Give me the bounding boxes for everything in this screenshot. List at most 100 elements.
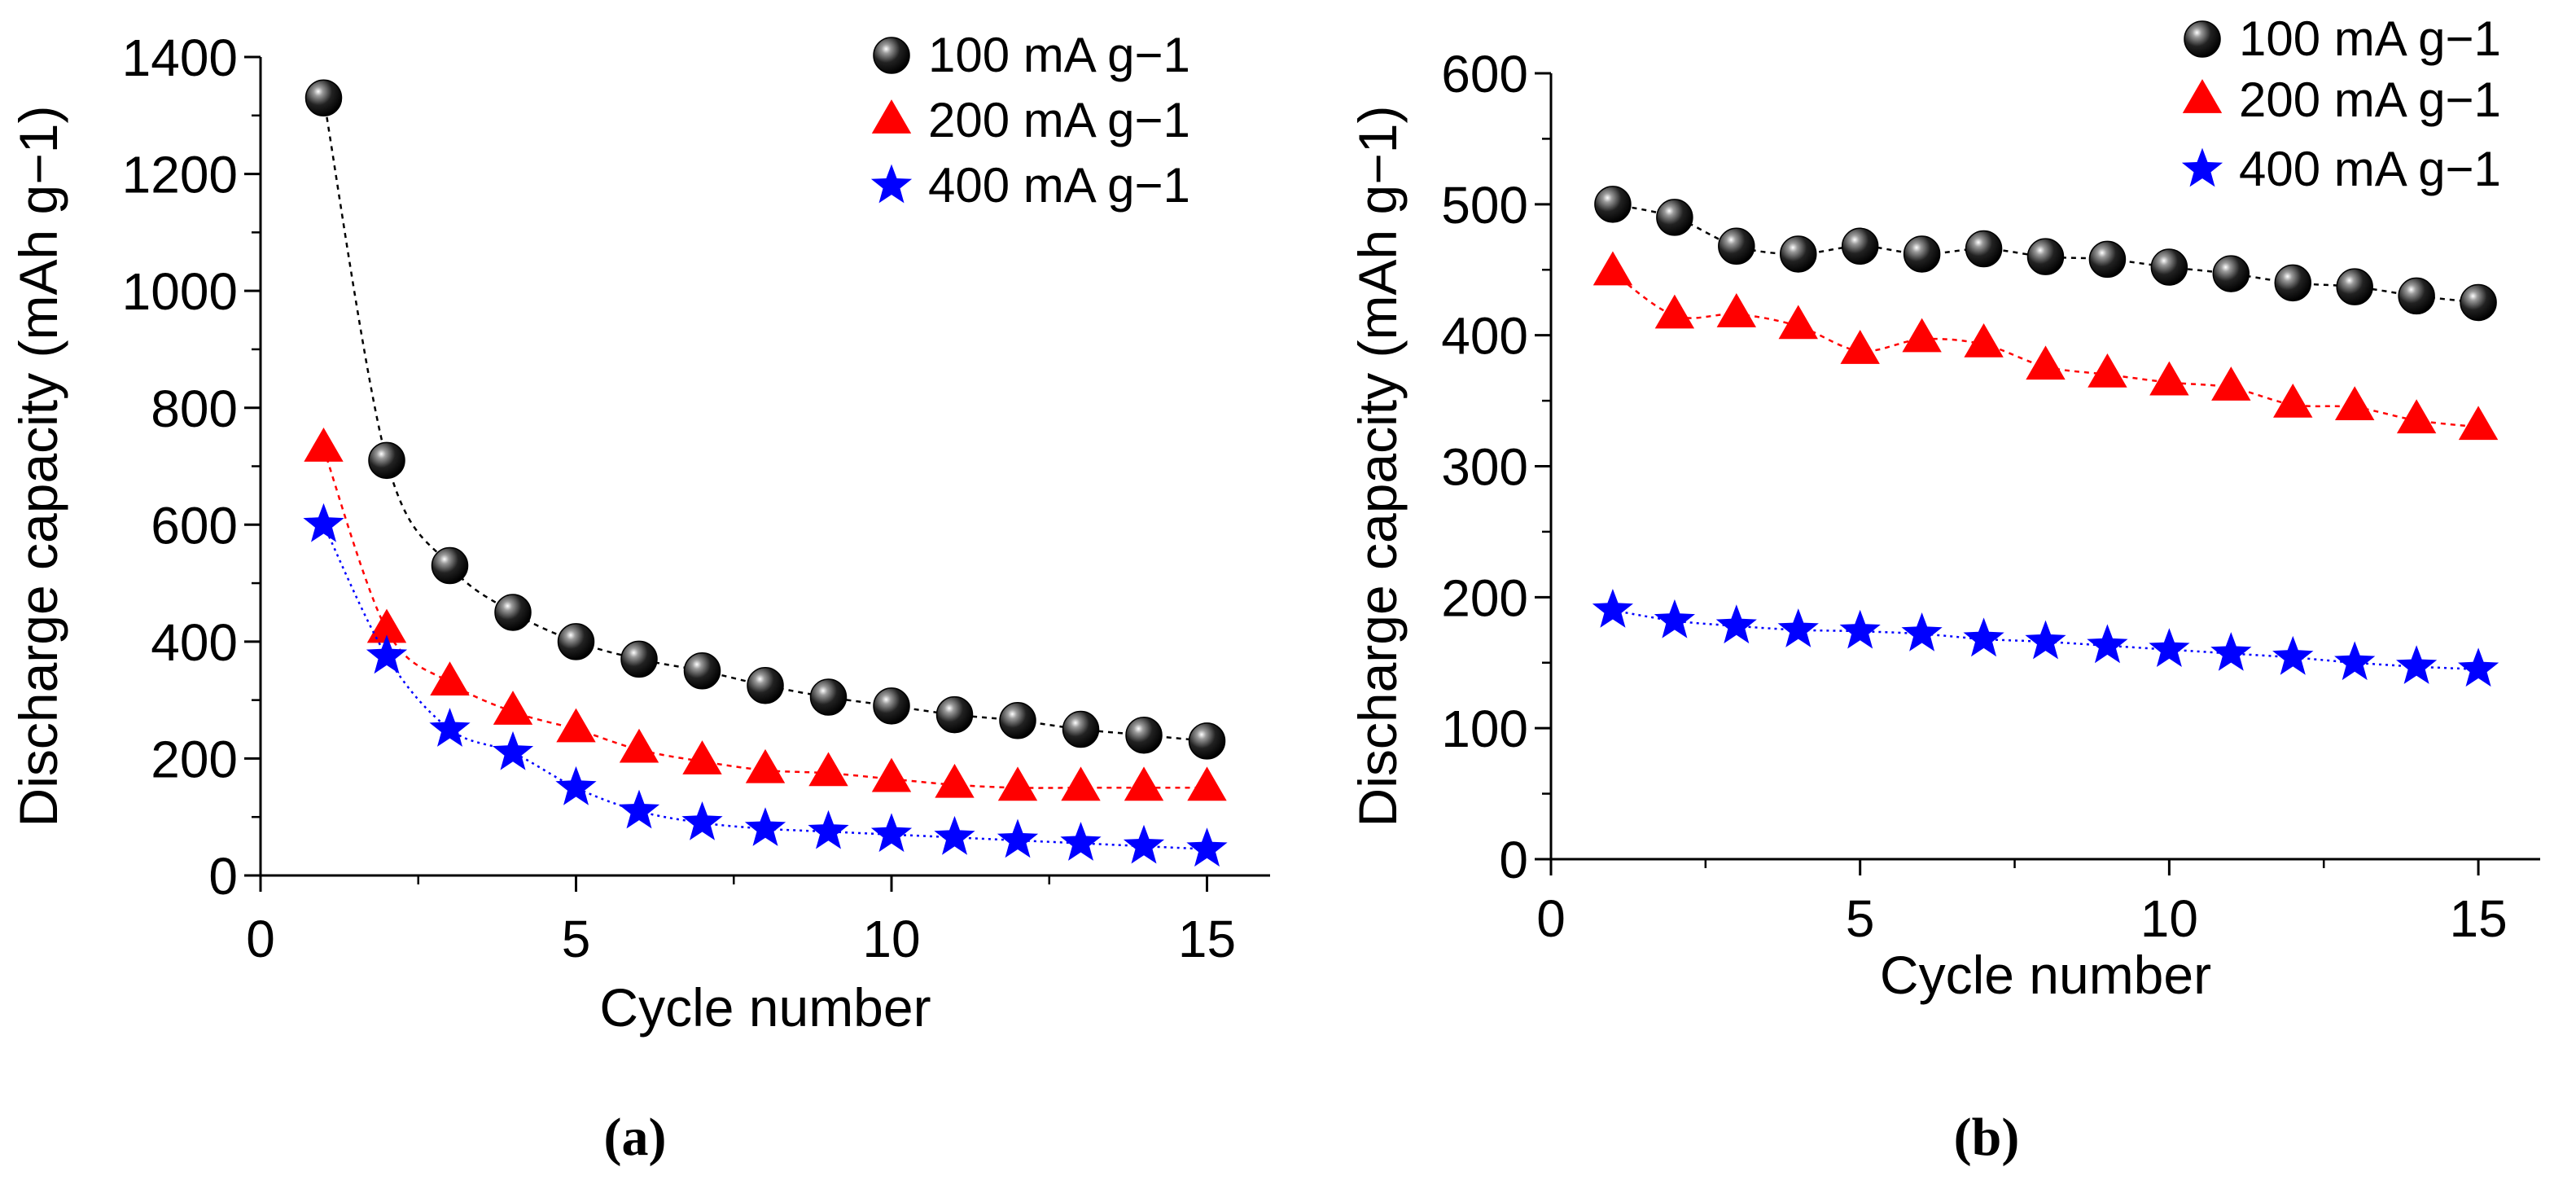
panel-b-x-tick-label: 0 (1536, 889, 1566, 948)
panel-b-caption: (b) (1954, 1108, 2020, 1167)
panel-b-series-1-point (2149, 361, 2189, 396)
panel-b-series-1-point (2026, 345, 2066, 380)
panel-b-series-0-point (2336, 268, 2373, 305)
panel-b-series-2-point (1963, 617, 2004, 657)
panel-a-legend-label-2: 400 mA g−1 (928, 158, 1190, 213)
panel-a-series-2-point (492, 731, 534, 770)
panel-a-y-tick-label: 200 (151, 730, 238, 788)
panel-a-x-axis-label: Cycle number (599, 977, 931, 1038)
panel-a-series-0-point (557, 623, 595, 660)
panel-b-series-0-point (1965, 230, 2003, 268)
panel-a-legend-label-0: 100 mA g−1 (928, 28, 1190, 82)
panel-b-series-0-point (2150, 248, 2188, 286)
panel-b-chart: 0 100 200 300 400 500 600 0 5 10 15 Cycle number Dis… (1347, 11, 2540, 1005)
panel-a-y-tick-label: 0 (208, 847, 238, 906)
panel-b-series-2-point (1654, 599, 1695, 638)
panel-b-series-2-point (2149, 628, 2190, 667)
panel-a-series-2-point (618, 789, 660, 829)
panel-b-legend-marker-2 (2181, 147, 2223, 187)
panel-b-series-2-point (1839, 609, 1881, 649)
panel-b-legend-label-2: 400 mA g−1 (2239, 142, 2501, 196)
panel-a-series-2-point (1123, 824, 1165, 864)
panel-a-x-tick-label: 10 (862, 910, 920, 968)
panel-b-y-tick-label: 600 (1441, 45, 1528, 103)
panel-b-y-axis-label: Discharge capacity (mAh g−1) (1347, 106, 1408, 827)
panel-b-series-2-point (1901, 612, 1943, 652)
panel-a-series-2-point (870, 813, 913, 853)
panel-a-series-2-point (303, 502, 344, 542)
panel-a-series-1-point (1061, 766, 1101, 801)
panel-a-legend-marker-2 (870, 164, 913, 204)
panel-a-y-tick-label: 600 (151, 496, 238, 555)
panel-a-series-1-point (1124, 766, 1164, 801)
panel-a-series-1-point (935, 763, 975, 798)
panel-a-series-1-point (1187, 766, 1227, 801)
panel-b-x-tick-label: 10 (2140, 889, 2198, 948)
panel-a-series-2-point (429, 708, 471, 747)
panel-b-legend-marker-1 (2182, 79, 2223, 113)
panel-a-y-tick-label: 1000 (122, 262, 238, 321)
panel-b-series-0-point (2212, 255, 2250, 292)
panel-b-series-0-point (1903, 235, 1941, 273)
panel-a-series-0-point (935, 695, 974, 734)
panel-b-y-tick-label: 400 (1441, 307, 1528, 366)
panel-b-series-1-point (2211, 366, 2251, 401)
panel-a-x-tick-label: 15 (1178, 910, 1236, 968)
panel-a-series-1-point (682, 740, 722, 774)
panel-b-series-2-point (2210, 632, 2252, 671)
panel-a-series-0-point (368, 441, 405, 480)
panel-a-y-tick-label: 800 (151, 380, 238, 438)
panel-b-series-1-point (2334, 386, 2375, 421)
panel-a-series-2-point (366, 634, 408, 674)
panel-b-x-tick-label: 5 (1846, 889, 1875, 948)
panel-b-y-tick-label: 200 (1441, 568, 1528, 627)
panel-a-series-1-point (556, 708, 596, 743)
panel-b-series-1-point (1654, 294, 1695, 329)
panel-b-series-2-point (2025, 620, 2066, 660)
panel-b-series-1-point (1778, 305, 1818, 340)
panel-a-series-1-point (745, 748, 786, 783)
panel-a-series-0-point (683, 652, 721, 690)
panel-a-series-0-point (494, 594, 532, 631)
panel-b-series-0-point (2026, 238, 2065, 275)
panel-b-series-0-point (2274, 264, 2311, 302)
panel-a-series-1-point (619, 728, 659, 763)
panel-a-y-tick-label: 1200 (122, 146, 238, 204)
panel-b-y-tick-label: 0 (1499, 831, 1528, 889)
panel-b-series-1-point (2396, 399, 2437, 434)
panel-a-series-1-point (808, 752, 848, 787)
panel-a-series-0-point (431, 546, 469, 585)
panel-a-series-0-point (999, 702, 1036, 739)
panel-a-series-2-point (1186, 827, 1228, 867)
panel-a-series-1-point (366, 608, 407, 643)
panel-a-series-0-point (304, 79, 343, 116)
panel-a-series-0-point (1188, 722, 1226, 760)
panel-b-y-tick-label: 100 (1441, 700, 1528, 758)
panel-b-series-0-point (1594, 186, 1632, 223)
panel-b-series-2-point (2396, 645, 2438, 684)
panel-b-legend-label-0: 100 mA g−1 (2239, 11, 2501, 66)
panel-a-series-1-point (997, 766, 1038, 801)
panel-a-series-2-point (555, 766, 597, 805)
panel-a-series-0-point (1125, 716, 1163, 754)
panel-b-series-2-point (1592, 589, 1633, 628)
panel-a-series-1-point (871, 757, 912, 792)
panel-a-series-0-point (1062, 710, 1100, 748)
panel-b-series-1-point (2458, 406, 2499, 441)
panel-a-series-2-point (934, 815, 975, 855)
panel-a-caption: (a) (604, 1108, 667, 1167)
panel-a-y-tick-label: 1400 (122, 29, 238, 87)
panel-b-legend-label-1: 200 mA g−1 (2239, 72, 2501, 127)
panel-b-series-2-point (2334, 641, 2376, 681)
panel-a-series-0-point (747, 666, 784, 704)
panel-b-series-2-point (2087, 624, 2128, 664)
panel-a-series-2-point (808, 809, 849, 849)
panel-b-series-0-point (2460, 283, 2497, 322)
panel-b-series-2-point (2458, 647, 2499, 687)
panel-b-series-1-point (2273, 383, 2313, 418)
panel-b-series-2-point (2272, 635, 2314, 675)
panel-b-x-axis-label: Cycle number (1880, 945, 2211, 1005)
panel-a-series-0-point (873, 687, 910, 725)
panel-b-series-1-point (1840, 330, 1880, 364)
panel-b-series-2-point (1777, 608, 1819, 647)
